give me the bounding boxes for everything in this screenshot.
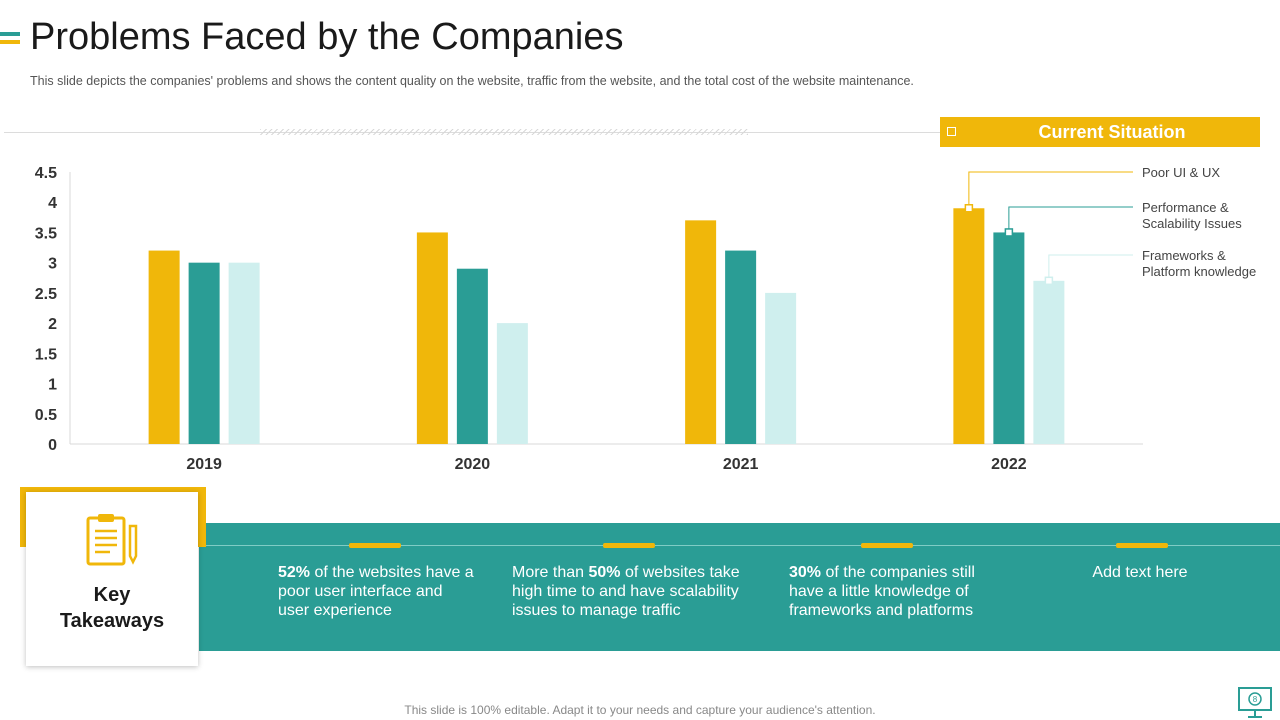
current-situation-label: Current Situation xyxy=(1038,122,1186,142)
legend-marker xyxy=(1044,276,1054,286)
takeaway-marker xyxy=(1116,543,1168,548)
bar-2020-2 xyxy=(456,268,488,444)
bar-chart: 0 0.5 1 1.5 2 2.5 3 3.5 4 4.5 2019 2020 2021 2022 Poor… xyxy=(35,165,1256,473)
legend-leader-line xyxy=(1008,206,1133,233)
footer-note: This slide is 100% editable. Adapt it to… xyxy=(404,703,876,717)
y-tick-label: 4 xyxy=(48,195,57,212)
x-tick-label: 2021 xyxy=(723,456,759,473)
takeaway-text-2: More than 50% of websites take high time… xyxy=(512,564,740,619)
y-tick-label: 4.5 xyxy=(35,165,57,182)
divider-hatch xyxy=(260,129,748,135)
page-title: Problems Faced by the Companies xyxy=(30,16,624,58)
legend-marker xyxy=(1004,228,1014,237)
presentation-icon: 8 xyxy=(1238,687,1272,718)
bar-2022-2 xyxy=(993,232,1025,444)
takeaway-marker xyxy=(603,543,655,548)
band-divider xyxy=(199,545,1280,546)
bar-2019-3 xyxy=(228,262,260,444)
x-tick-label: 2022 xyxy=(991,456,1027,473)
takeaway-marker xyxy=(349,543,401,548)
y-tick-label: 2.5 xyxy=(35,286,57,303)
bar-2019-2 xyxy=(188,262,220,444)
bar-2019-1 xyxy=(148,250,180,444)
bar-2020-1 xyxy=(416,232,448,444)
title-accent-teal xyxy=(0,32,20,36)
current-situation-banner: Current Situation xyxy=(940,117,1260,147)
legend-label: Performance & xyxy=(1142,200,1229,215)
clipboard-icon xyxy=(86,514,138,566)
y-tick-label: 0.5 xyxy=(35,407,57,424)
x-tick-label: 2020 xyxy=(455,456,491,473)
page-subtitle: This slide depicts the companies' proble… xyxy=(30,74,914,88)
takeaway-text-4: Add text here xyxy=(1092,564,1188,581)
title-accent-gold xyxy=(0,40,20,44)
legend-leader-line xyxy=(1048,254,1133,281)
legend-label: Scalability Issues xyxy=(1142,216,1242,231)
y-tick-label: 3 xyxy=(48,256,57,273)
bar-2020-3 xyxy=(496,323,528,444)
takeaways-band: 52% of the websites have a poor user int… xyxy=(199,523,1280,651)
y-tick-label: 0 xyxy=(48,437,57,454)
key-takeaways-box: Key Takeaways xyxy=(26,492,198,666)
takeaway-text-3: 30% of the companies still have a little… xyxy=(789,564,975,619)
legend-leader-line xyxy=(968,171,1133,209)
takeaway-text-1: 52% of the websites have a poor user int… xyxy=(278,564,474,619)
legend-label: Frameworks & xyxy=(1142,248,1226,263)
y-tick-label: 1.5 xyxy=(35,346,57,363)
bar-2022-1 xyxy=(953,208,985,444)
y-tick-label: 3.5 xyxy=(35,225,57,242)
bar-2021-3 xyxy=(765,292,797,444)
legend-label: Platform knowledge xyxy=(1142,264,1256,279)
square-icon xyxy=(947,127,956,136)
bar-2021-2 xyxy=(725,250,757,444)
y-tick-label: 2 xyxy=(48,316,57,333)
y-tick-label: 1 xyxy=(48,377,57,394)
x-tick-label: 2019 xyxy=(186,456,222,473)
bar-2022-3 xyxy=(1033,280,1065,444)
key-takeaways-title: Key Takeaways xyxy=(59,584,165,632)
legend-marker xyxy=(964,204,974,213)
takeaway-marker xyxy=(861,543,913,548)
page-number: 8 xyxy=(1253,695,1258,704)
legend-label: Poor UI & UX xyxy=(1142,165,1220,180)
bar-2021-1 xyxy=(685,220,717,444)
